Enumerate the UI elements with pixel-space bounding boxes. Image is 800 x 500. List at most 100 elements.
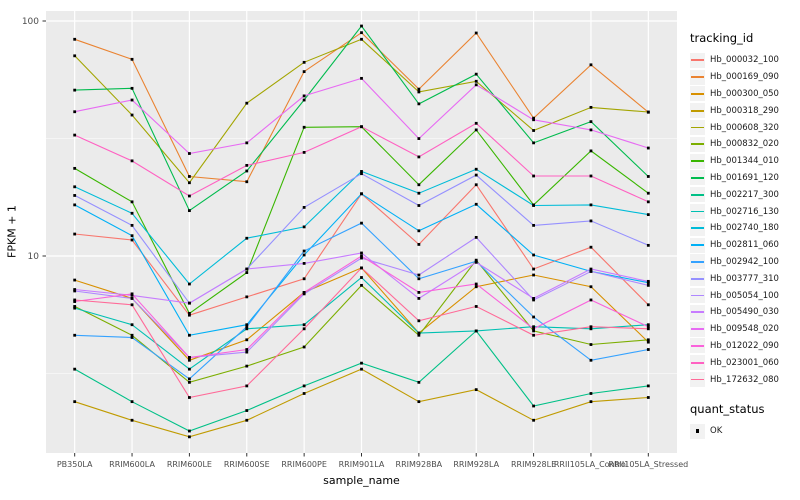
data-point [589,269,593,273]
legend-entry-Hb_002740_180: Hb_002740_180 [690,220,798,237]
data-point [188,311,191,315]
data-point [646,327,650,331]
data-point [646,279,650,283]
data-point [417,277,421,281]
data-point [474,121,478,125]
data-point [360,361,363,365]
data-point [188,333,191,337]
x-tick-label: RRIM600SE [224,460,270,469]
data-point [474,388,478,392]
data-point [302,323,306,327]
data-point [474,183,478,187]
data-point [302,205,306,209]
data-point [589,343,593,346]
data-point [589,120,593,124]
legend-panel: tracking_id Hb_000032_100 Hb_000169_090 Hb… [690,31,798,440]
legend-key-swatch [690,254,705,270]
data-point [646,110,650,114]
data-point [245,169,249,173]
data-point [302,253,306,257]
data-point [646,396,650,399]
legend-key-swatch [690,372,705,388]
data-point [417,229,421,233]
data-point [245,163,249,167]
legend-key-swatch [690,237,705,253]
data-point [130,200,134,204]
x-tick-label: RRIM600LE [167,460,212,469]
data-point [188,282,191,286]
data-point [417,273,421,277]
data-point [73,88,77,92]
legend-entry-label: Hb_003777_310 [710,273,779,284]
data-point [532,118,535,122]
data-point [130,223,134,227]
data-point [73,306,77,310]
data-point [130,292,134,296]
data-point [360,31,363,35]
data-point [302,292,306,296]
legend-key-swatch [690,153,705,169]
x-tick-label: RRII105LA_Control [554,460,628,469]
data-point [188,194,191,198]
data-point [474,173,478,177]
data-point [532,315,535,319]
legend-entry-Hb_000832_020: Hb_000832_020 [690,136,798,153]
data-point [532,404,535,408]
legend-entry-label: Hb_002942_100 [710,256,779,267]
data-point [360,24,363,28]
data-point [417,155,421,159]
legend-entry-Hb_005054_100: Hb_005054_100 [690,287,798,304]
legend-entry-label: Hb_012022_090 [710,340,779,351]
legend-entry-label: Hb_005054_100 [710,290,779,301]
data-point [73,305,77,308]
data-point [302,249,306,253]
data-point [245,180,249,184]
data-point [532,204,535,207]
data-point [302,125,306,129]
data-point [417,204,421,207]
data-point [589,358,593,362]
data-point [646,191,650,195]
data-point [130,98,134,102]
legend-entry-Hb_000608_320: Hb_000608_320 [690,119,798,136]
data-point [73,37,77,41]
x-tick-label: RRIM928LE [511,460,556,469]
data-point [417,297,421,300]
data-point [532,129,535,132]
data-point [130,303,134,307]
legend-entry-label: Hb_023001_060 [710,357,779,368]
legend-entry-Hb_000300_050: Hb_000300_050 [690,86,798,103]
data-point [245,141,249,145]
data-point [73,232,77,236]
data-point [360,192,363,196]
legend-key-point [690,423,705,439]
legend-entries-tracking-id: Hb_000032_100 Hb_000169_090 Hb_000300_050 H… [690,52,798,388]
data-point [188,175,191,178]
data-point [417,102,421,106]
data-point [532,333,535,337]
data-point [188,435,191,439]
data-point [130,323,134,327]
data-point [532,325,535,329]
data-point [589,327,593,331]
x-tick-label: RRIM600LA [109,460,155,469]
data-point [188,181,191,185]
y-tick-label: 10 [28,252,40,262]
data-point [417,291,421,294]
data-point [245,350,249,354]
legend-entry-Hb_002217_300: Hb_002217_300 [690,186,798,203]
legend-entry-Hb_000032_100: Hb_000032_100 [690,52,798,69]
data-point [474,329,478,333]
legend-entry-label: Hb_000318_290 [710,105,779,116]
data-point [532,418,535,422]
data-point [589,128,593,132]
data-point [532,223,535,227]
data-point [646,323,650,327]
data-point [245,327,249,331]
legend-entry-label: Hb_002740_180 [710,223,779,234]
data-point [360,170,363,173]
data-point [188,429,191,433]
data-point [589,325,593,329]
legend-entry-label: Hb_005490_030 [710,307,779,318]
